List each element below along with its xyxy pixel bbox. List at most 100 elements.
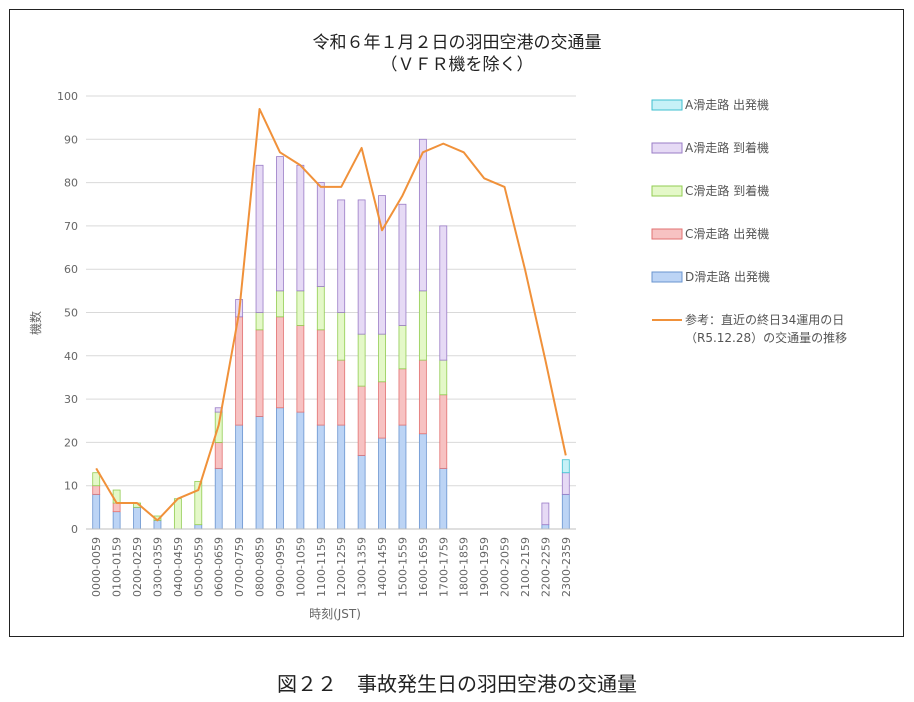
x-tick-label: 2200-2259 (539, 537, 552, 597)
bar-segment-s0 (378, 437, 386, 530)
x-tick-label: 0300-0359 (151, 537, 164, 597)
bar-segment-s0 (214, 467, 223, 530)
bar-segment-s3 (378, 195, 386, 335)
x-tick-label: 1700-1759 (437, 537, 450, 597)
bar-segment-s3 (255, 164, 264, 313)
bar-segment-s3 (541, 502, 550, 526)
y-tick-label: 40 (64, 350, 78, 363)
x-tick-label: 1600-1659 (417, 537, 430, 597)
bar-segment-s0 (316, 424, 325, 530)
chart-subtitle: （ＶＦＲ機を除く） (381, 55, 534, 75)
y-tick-label: 20 (64, 436, 78, 449)
legend-swatch (651, 99, 683, 111)
x-tick-label: 1500-1559 (396, 537, 409, 597)
bar-segment-s1 (235, 316, 244, 426)
reference-line (95, 107, 567, 522)
bar-segment-s0 (153, 519, 162, 530)
x-tick-label: 0700-0759 (233, 537, 246, 597)
x-tick-label: 1200-1259 (335, 537, 348, 597)
bar-segment-s1 (378, 381, 386, 439)
legend-label: C滑走路 出発機 (685, 226, 769, 241)
bar-segment-s3 (337, 199, 346, 313)
y-tick-label: 100 (57, 90, 78, 103)
x-tick-label: 0500-0559 (192, 537, 205, 597)
y-tick-label: 90 (64, 133, 78, 146)
x-tick-label: 0800-0859 (254, 537, 267, 597)
bar-segment-s2 (173, 498, 182, 530)
bar-segment-s1 (357, 385, 366, 456)
y-tick-label: 80 (64, 177, 78, 190)
bar-segment-s0 (337, 424, 346, 530)
x-tick-label: 0400-0459 (172, 537, 185, 597)
bar-segment-s1 (276, 316, 284, 409)
bar-segment-s0 (235, 424, 244, 530)
y-tick-label: 30 (64, 393, 78, 406)
bar-segment-s2 (276, 290, 284, 318)
legend-label: A滑走路 到着機 (685, 140, 769, 155)
bar-segment-s0 (357, 454, 366, 530)
x-tick-label: 1100-1159 (315, 537, 328, 597)
bar-segment-s0 (398, 424, 407, 530)
bar-segment-s2 (357, 333, 366, 387)
x-tick-label: 1300-1359 (356, 537, 369, 597)
bar-segment-s4 (561, 459, 570, 474)
bar-segment-s0 (541, 524, 550, 530)
bar-segment-s3 (561, 472, 570, 495)
legend-label: A滑走路 出発機 (685, 97, 769, 112)
bar-segment-s2 (194, 480, 203, 526)
y-tick-label: 60 (64, 263, 78, 276)
bar-segment-s2 (92, 472, 101, 487)
x-tick-label: 1800-1859 (458, 537, 471, 597)
legend-swatch (651, 228, 683, 240)
x-tick-label: 2100-2159 (519, 537, 532, 597)
bar-segment-s3 (276, 156, 284, 292)
figure-caption: 図２２ 事故発生日の羽田空港の交通量 (277, 672, 637, 696)
bar-segment-s3 (296, 164, 305, 292)
chart-frame: 令和６年１月２日の羽田空港の交通量 （ＶＦＲ機を除く） 機数 時刻(JST) 0… (9, 9, 904, 637)
x-tick-label: 0200-0259 (131, 537, 144, 597)
bar-segment-s2 (418, 290, 427, 361)
x-tick-label: 2300-2359 (560, 537, 573, 597)
bar-segment-s1 (439, 394, 448, 469)
bar-segment-s0 (561, 493, 570, 530)
x-tick-label: 1400-1459 (376, 537, 389, 597)
bar-segment-s0 (255, 416, 264, 530)
x-tick-label: 1900-1959 (478, 537, 491, 597)
x-axis-label: 時刻(JST) (309, 607, 361, 621)
x-tick-label: 0000-0059 (90, 537, 103, 597)
y-tick-label: 0 (71, 523, 78, 536)
bar-segment-s0 (296, 411, 305, 530)
bar-segment-s0 (439, 467, 448, 530)
bar-segment-s0 (418, 433, 427, 530)
x-tick-label: 0600-0659 (213, 537, 226, 597)
legend-swatch (651, 142, 683, 154)
x-tick-label: 0100-0159 (111, 537, 124, 597)
bar-segment-s1 (214, 441, 223, 469)
legend-swatch (651, 185, 683, 197)
bar-segment-s1 (316, 329, 325, 426)
bar-segment-s1 (92, 485, 101, 495)
bar-segment-s0 (133, 506, 141, 530)
bar-segment-s1 (337, 359, 346, 426)
bar-segment-s3 (357, 199, 366, 335)
y-tick-label: 70 (64, 220, 78, 233)
chart-title: 令和６年１月２日の羽田空港の交通量 (313, 33, 602, 53)
bar-segment-s3 (418, 138, 427, 292)
bar-segment-s0 (276, 407, 284, 530)
stacked-bar-chart: 令和６年１月２日の羽田空港の交通量 （ＶＦＲ機を除く） 機数 時刻(JST) 0… (28, 33, 847, 621)
legend-line-label: （R5.12.28）の交通量の推移 (685, 330, 847, 345)
bar-segment-s1 (398, 368, 407, 426)
legend-label: C滑走路 到着機 (685, 183, 769, 198)
bar-segment-s3 (316, 182, 325, 287)
bar-segment-s1 (112, 502, 121, 513)
bar-segment-s0 (194, 524, 203, 530)
legend-swatch (651, 271, 683, 283)
bar-segment-s0 (92, 493, 101, 530)
bar-segment-s3 (398, 203, 407, 326)
bar-segment-s1 (418, 359, 427, 435)
y-tick-label: 10 (64, 480, 78, 493)
y-axis-label: 機数 (28, 311, 43, 335)
y-tick-label: 50 (64, 307, 78, 320)
bar-segment-s1 (255, 329, 264, 417)
x-tick-label: 1000-1059 (294, 537, 307, 597)
